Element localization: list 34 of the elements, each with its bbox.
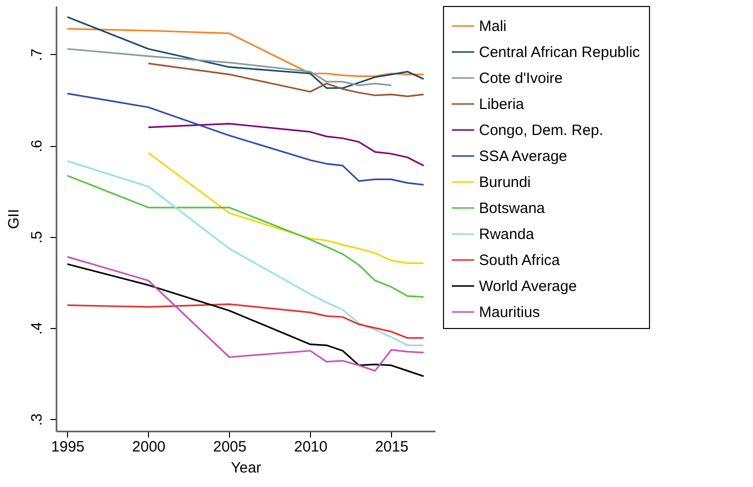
x-tick-label: 2005	[213, 438, 246, 456]
x-axis-title: Year	[230, 460, 262, 476]
y-axis-title: GII	[6, 208, 22, 230]
legend-label: Mali	[479, 18, 507, 35]
legend-label: Central African Republic	[479, 44, 640, 61]
x-tick-label: 1995	[51, 438, 85, 456]
line-series	[148, 152, 424, 264]
line-series	[66, 16, 424, 89]
x-tick-label: 2010	[294, 438, 328, 456]
y-tick-label: .6	[28, 140, 46, 152]
legend-label: SSA Average	[479, 148, 568, 165]
line-series	[66, 160, 424, 346]
y-tick-label: .3	[28, 413, 46, 426]
legend-label: Congo, Dem. Rep.	[479, 122, 604, 139]
legend-label: Botswana	[479, 200, 546, 217]
line-series	[66, 48, 392, 86]
x-tick-label: 2000	[132, 438, 166, 456]
y-tick-label: .4	[28, 322, 46, 335]
legend-label: Cote d'Ivoire	[479, 70, 563, 87]
line-series	[66, 174, 424, 298]
line-series	[66, 92, 424, 186]
legend-label: Burundi	[479, 174, 531, 191]
y-tick-label: .5	[28, 230, 46, 244]
x-tick-label: 2015	[375, 438, 408, 456]
line-series	[148, 122, 424, 166]
line-series	[148, 62, 424, 98]
line-series	[66, 28, 424, 78]
legend-label: South Africa	[479, 252, 561, 269]
legend-label: Mauritius	[479, 304, 540, 321]
legend-label: World Average	[479, 278, 577, 295]
legend-label: Liberia	[479, 96, 525, 113]
legend-label: Rwanda	[479, 226, 535, 243]
line-series	[66, 303, 424, 339]
y-tick-label: .7	[28, 48, 46, 62]
